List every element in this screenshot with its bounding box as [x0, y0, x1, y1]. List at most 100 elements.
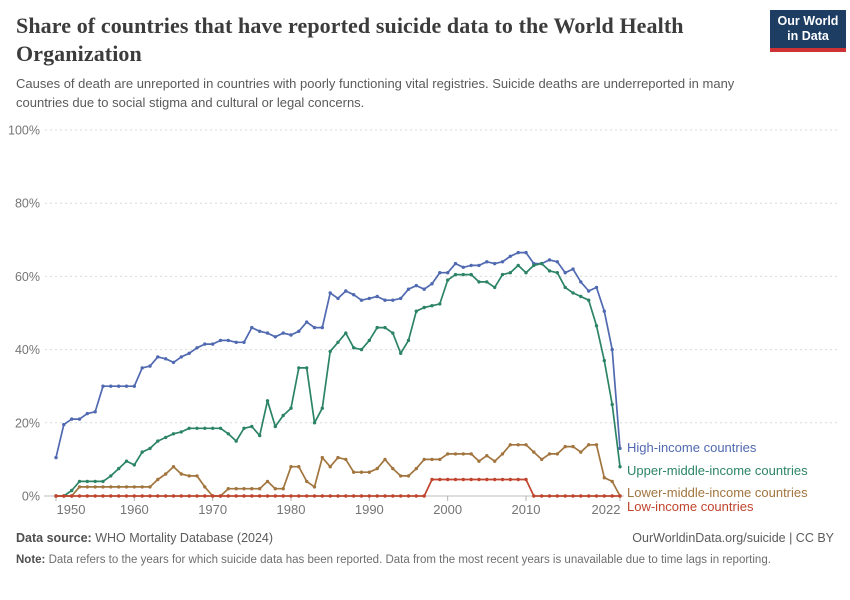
point-low-income-2007 [500, 477, 505, 482]
point-lower-middle-income-1998 [430, 457, 434, 462]
point-low-income-1957 [109, 494, 113, 498]
point-lower-middle-income-1995 [406, 474, 411, 478]
point-high-income-2008 [508, 254, 512, 258]
point-high-income-1974 [242, 340, 246, 344]
point-low-income-2020 [602, 494, 606, 498]
point-low-income-1965 [171, 494, 176, 498]
point-high-income-1957 [109, 384, 113, 388]
point-lower-middle-income-1993 [391, 466, 395, 471]
point-low-income-2011 [532, 494, 536, 498]
note-text: Data refers to the years for which suici… [45, 554, 771, 566]
point-high-income-1953 [77, 417, 82, 421]
chart-note: Note: Data refers to the years for which… [16, 552, 811, 568]
point-high-income-2005 [485, 260, 489, 264]
point-lower-middle-income-1974 [242, 487, 246, 491]
point-low-income-1986 [336, 494, 340, 498]
point-low-income-1981 [297, 494, 301, 498]
data-source-label: Data source: [16, 531, 92, 545]
point-upper-middle-income-1978 [273, 424, 277, 429]
point-upper-middle-income-1979 [281, 413, 285, 418]
point-upper-middle-income-1959 [124, 459, 129, 463]
owid-logo-line2: in Data [787, 29, 829, 43]
point-upper-middle-income-2014 [555, 271, 559, 275]
point-low-income-1978 [273, 494, 277, 498]
point-upper-middle-income-2003 [469, 272, 473, 277]
point-high-income-1997 [422, 287, 426, 291]
point-upper-middle-income-1982 [305, 366, 309, 370]
chart-subtitle: Causes of death are unreported in countr… [16, 75, 735, 110]
point-low-income-1988 [352, 494, 356, 498]
point-low-income-2009 [516, 477, 520, 482]
point-high-income-1987 [344, 289, 348, 293]
point-low-income-1973 [234, 494, 238, 498]
point-upper-middle-income-1989 [359, 347, 364, 352]
point-upper-middle-income-1954 [85, 479, 90, 484]
point-high-income-1972 [226, 338, 230, 343]
point-upper-middle-income-1974 [242, 426, 246, 430]
point-low-income-1997 [422, 494, 426, 498]
point-upper-middle-income-2019 [594, 324, 599, 328]
point-high-income-2022 [618, 446, 622, 451]
point-lower-middle-income-1956 [101, 485, 105, 489]
point-low-income-2016 [571, 494, 575, 498]
point-lower-middle-income-2019 [594, 443, 599, 447]
point-high-income-1969 [203, 342, 207, 346]
y-tick-label-40: 40% [15, 343, 40, 357]
point-upper-middle-income-2010 [524, 271, 528, 275]
point-low-income-1999 [438, 477, 442, 482]
point-low-income-1993 [391, 494, 395, 498]
point-lower-middle-income-1975 [250, 487, 254, 491]
point-upper-middle-income-2015 [563, 285, 567, 290]
chart-title: Share of countries that have reported su… [16, 13, 684, 66]
point-low-income-1989 [359, 494, 364, 498]
point-upper-middle-income-2018 [587, 298, 591, 302]
point-upper-middle-income-2001 [453, 272, 458, 277]
point-high-income-2017 [579, 280, 583, 284]
point-low-income-1970 [211, 494, 215, 498]
point-high-income-1958 [117, 384, 121, 388]
point-low-income-2006 [493, 477, 497, 482]
point-high-income-1978 [273, 335, 277, 339]
owid-logo-line1: Our World [777, 14, 839, 28]
x-tick-label-2022: 2022 [592, 502, 621, 517]
point-low-income-2018 [587, 494, 591, 498]
point-upper-middle-income-1971 [218, 426, 223, 430]
point-lower-middle-income-2001 [453, 452, 458, 456]
point-high-income-2001 [453, 261, 458, 266]
point-high-income-2004 [477, 263, 481, 268]
point-upper-middle-income-1998 [430, 304, 434, 308]
point-upper-middle-income-1975 [250, 424, 254, 429]
point-low-income-1975 [250, 494, 254, 498]
line-high-income [55, 251, 621, 458]
point-high-income-2019 [594, 285, 599, 290]
x-tick-label-1960: 1960 [120, 502, 149, 517]
point-low-income-2017 [579, 494, 583, 498]
x-tick-label-1950: 1950 [57, 502, 86, 517]
point-high-income-1989 [359, 298, 364, 302]
x-tick-label-1980: 1980 [277, 502, 306, 517]
point-low-income-2004 [477, 477, 481, 482]
point-high-income-1960 [132, 384, 136, 388]
point-low-income-1976 [258, 494, 262, 498]
point-high-income-1965 [171, 360, 176, 365]
point-high-income-1968 [195, 346, 199, 350]
point-high-income-1986 [336, 296, 340, 301]
y-tick-label-60: 60% [15, 270, 40, 284]
point-high-income-1954 [85, 411, 90, 416]
point-upper-middle-income-2008 [508, 271, 512, 275]
point-high-income-1964 [164, 357, 168, 361]
point-upper-middle-income-1963 [156, 439, 160, 443]
point-lower-middle-income-2016 [571, 444, 575, 449]
point-upper-middle-income-2011 [532, 263, 536, 268]
credit-link[interactable]: OurWorldinData.org/suicide | CC BY [632, 531, 834, 545]
point-low-income-1961 [140, 494, 144, 498]
note-label: Note: [16, 554, 46, 566]
point-high-income-2020 [602, 309, 606, 313]
point-low-income-1984 [320, 494, 324, 498]
point-high-income-2002 [461, 265, 465, 269]
chart-footer: Data source: WHO Mortality Database (202… [16, 531, 834, 568]
point-low-income-2003 [469, 477, 473, 482]
owid-logo[interactable]: Our World in Data [770, 10, 846, 52]
point-high-income-2006 [493, 261, 497, 266]
